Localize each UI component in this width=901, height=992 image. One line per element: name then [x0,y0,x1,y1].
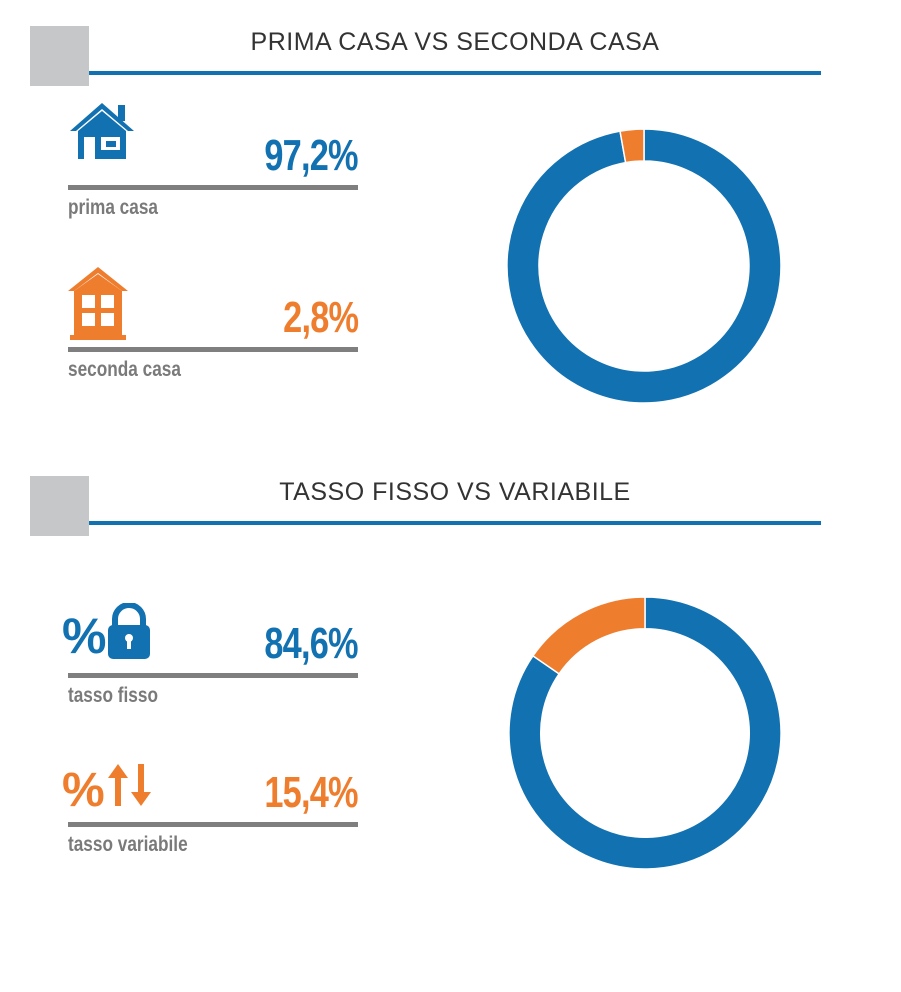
stat-value: 2,8% [282,293,359,342]
stat-label: prima casa [68,196,158,219]
stat-rule [68,185,358,190]
house-icon [68,101,136,166]
stat-label: tasso fisso [68,684,158,707]
stat-rule [68,673,358,678]
stat-rule [68,347,358,352]
stat-row-seconda-casa: 2,8% seconda casa [68,262,359,381]
stat-row-tasso-variabile: % 15,4% tasso variabile [62,737,359,856]
donut-slice-tasso-variabile [531,596,646,675]
stat-value: 97,2% [264,131,359,180]
svg-text:%: % [62,764,105,810]
stat-row-tasso-fisso: % 84,6% tasso fisso [62,588,359,707]
donut-slice-prima-casa [506,128,782,404]
percent-arrows-icon: % [62,760,154,817]
section-title: PRIMA CASA VS SECONDA CASA [250,28,660,56]
donut-chart-tasso [508,596,782,870]
donut-chart-casa [506,128,782,404]
stat-label: tasso variabile [68,833,188,856]
title-rule [89,521,821,525]
section-marker [30,26,89,86]
title-rule [89,71,821,75]
donut-slice-tasso-fisso [508,596,782,870]
stat-label: seconda casa [68,358,181,381]
stat-row-prima-casa: 97,2% prima casa [68,100,359,219]
donut-slice-seconda-casa [619,128,645,164]
svg-text:%: % [62,608,106,661]
stat-rule [68,822,358,827]
stat-value: 84,6% [264,619,359,668]
stat-value: 15,4% [264,768,359,817]
percent-lock-icon: % [62,602,152,666]
section-marker [30,476,89,536]
section-title: TASSO FISSO VS VARIABILE [279,478,631,506]
building-icon [68,265,128,346]
